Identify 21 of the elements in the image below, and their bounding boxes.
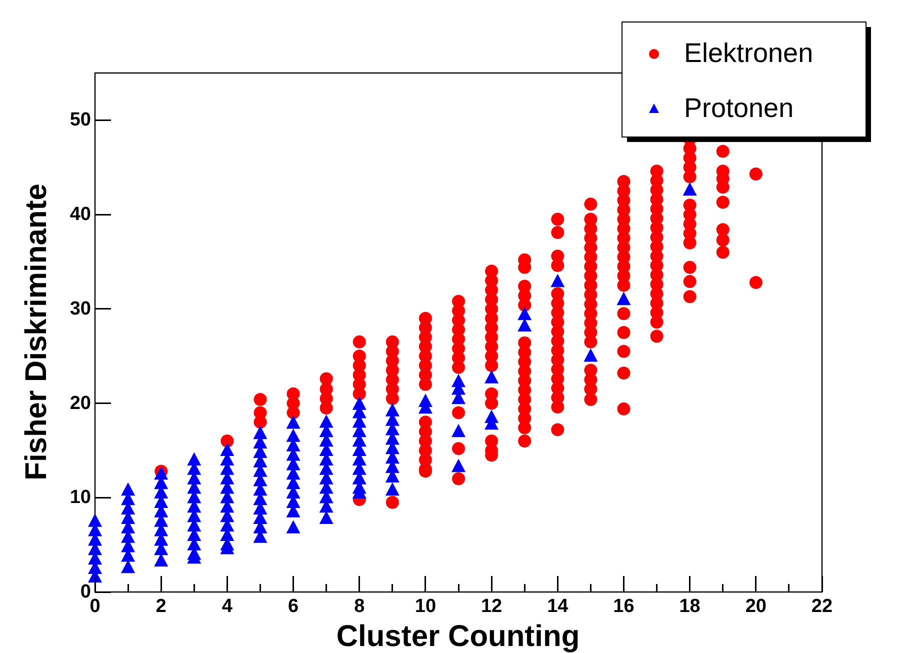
y-tick-label: 20: [70, 392, 91, 414]
y-axis-title: Fisher Diskriminante: [20, 184, 53, 480]
legend-label: Protonen: [684, 93, 794, 123]
x-tick-label: 2: [156, 596, 166, 617]
x-tick-label: 14: [547, 596, 569, 617]
x-tick-label: 8: [354, 596, 365, 617]
x-tick-label: 12: [480, 596, 502, 617]
x-tick-label: 20: [745, 596, 766, 617]
y-tick-label: 10: [70, 487, 91, 508]
legend-label: Elektronen: [684, 38, 814, 68]
x-tick-label: 16: [613, 596, 634, 617]
y-tick-label: 30: [70, 298, 91, 320]
y-tick-label: 40: [70, 204, 91, 226]
y-tick-label: 50: [70, 110, 91, 131]
x-tick-label: 4: [222, 596, 233, 617]
x-tick-label: 6: [288, 596, 299, 617]
x-tick-label: 22: [811, 596, 833, 617]
x-tick-label: 10: [414, 596, 436, 617]
x-tick-label: 18: [679, 596, 700, 617]
x-axis-title: Cluster Counting: [336, 620, 580, 653]
y-tick-label: 0: [80, 582, 91, 602]
